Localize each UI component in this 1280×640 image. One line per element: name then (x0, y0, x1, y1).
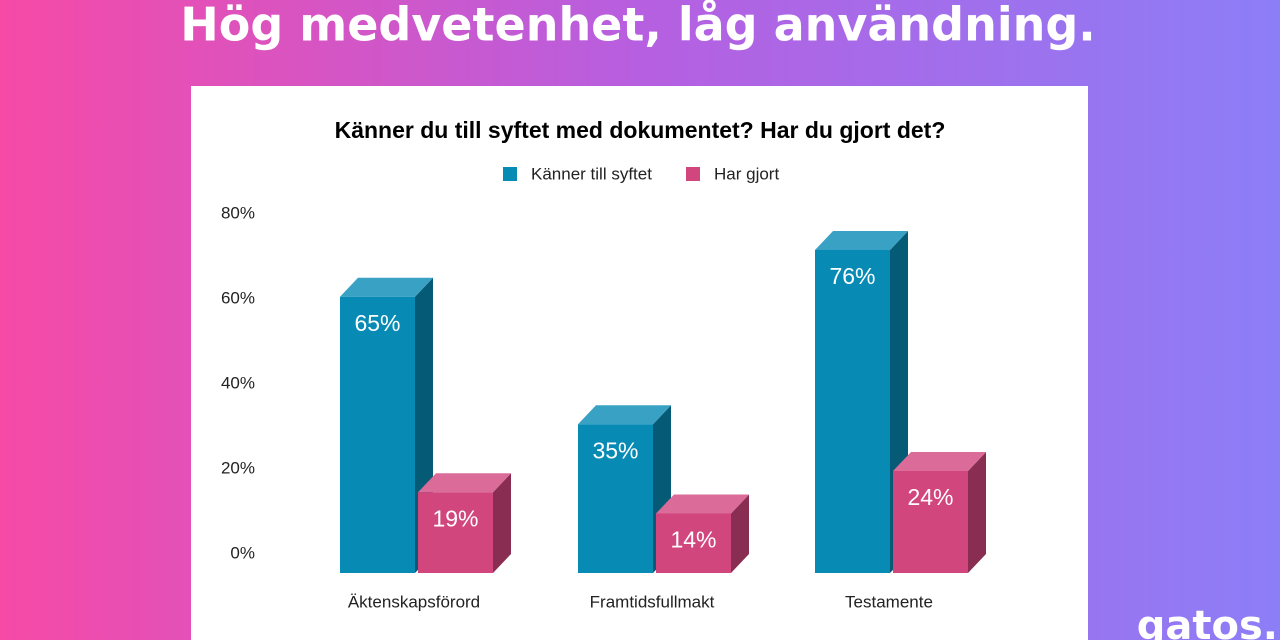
bar (340, 296, 415, 573)
value-label: 19% (432, 505, 478, 531)
x-tick-label: Äktenskapsförord (348, 592, 480, 611)
bar-top (815, 231, 908, 250)
logo: gatos. (1137, 603, 1278, 640)
bar-side (731, 494, 749, 573)
y-tick-label: 20% (221, 458, 255, 477)
value-label: 65% (354, 310, 400, 336)
value-label: 76% (829, 263, 875, 289)
bar-top (578, 405, 671, 425)
bar-side (493, 473, 511, 573)
legend-label: Känner till syftet (531, 164, 652, 183)
x-tick-label: Testamente (845, 592, 933, 611)
value-label: 24% (907, 484, 953, 510)
bar (893, 471, 968, 573)
y-tick-label: 80% (221, 203, 255, 222)
y-tick-label: 40% (221, 373, 255, 392)
y-tick-label: 0% (230, 543, 255, 562)
bar (656, 513, 731, 573)
bar-side (968, 452, 986, 573)
chart-title: Känner du till syftet med dokumentet? Ha… (335, 117, 946, 143)
x-tick-label: Framtidsfullmakt (590, 592, 715, 611)
bar-top (893, 452, 986, 471)
bar-top (418, 473, 511, 493)
slide-title: Hög medvetenhet, låg användning. (180, 0, 1096, 52)
legend-label: Har gjort (714, 164, 779, 183)
bar (418, 492, 493, 573)
bar-top (340, 277, 433, 297)
bar-top (656, 494, 749, 514)
y-tick-label: 60% (221, 288, 255, 307)
bar (578, 424, 653, 573)
legend-swatch (503, 167, 517, 181)
bar (815, 250, 890, 573)
value-label: 14% (670, 527, 716, 553)
value-label: 35% (592, 437, 638, 463)
legend-swatch (686, 167, 700, 181)
